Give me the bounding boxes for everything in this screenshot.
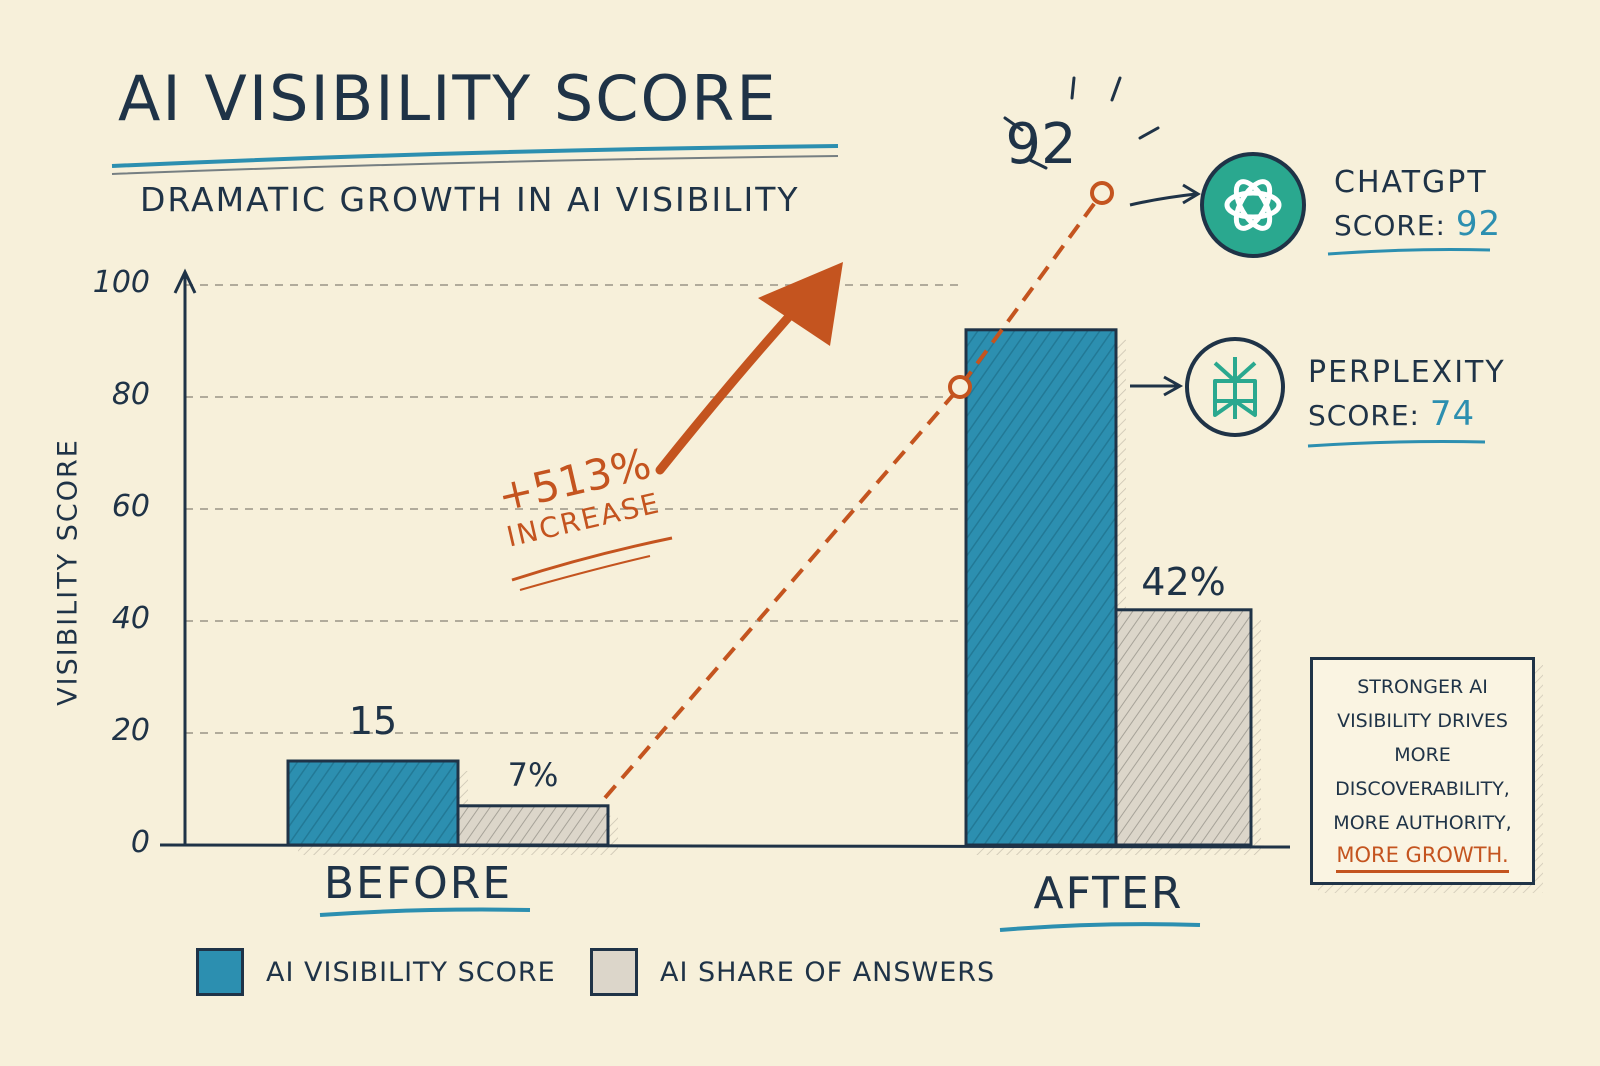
legend-item-share: AI Share of Answers bbox=[590, 942, 995, 1002]
y-tick-label: 60 bbox=[111, 489, 150, 524]
bars bbox=[286, 328, 1253, 847]
y-axis-arrow-icon bbox=[173, 268, 197, 294]
title-underline-2 bbox=[111, 155, 839, 175]
legend-label-visibility: AI Visibility Score bbox=[266, 956, 556, 988]
y-tick-label: 80 bbox=[111, 377, 150, 412]
legend-swatch-gray bbox=[590, 948, 638, 996]
increase-underline bbox=[511, 536, 673, 582]
note-line-3: more discoverability, bbox=[1335, 743, 1510, 800]
category-label: After bbox=[1033, 868, 1184, 919]
bar-ai-visibility-score-after bbox=[964, 328, 1118, 847]
y-axis-label: Visibility Score bbox=[52, 438, 84, 706]
after-underline bbox=[999, 922, 1201, 932]
data-label: 15 bbox=[348, 699, 398, 743]
note-line-2: visibility drives bbox=[1337, 709, 1508, 732]
data-label: 7% bbox=[507, 755, 559, 794]
perplexity-icon bbox=[1185, 337, 1285, 437]
perplexity-block: Perplexity Score: 74 bbox=[1308, 355, 1506, 434]
trend-line bbox=[603, 181, 1114, 800]
before-underline bbox=[319, 907, 531, 917]
chatgpt-block: ChatGPT Score: 92 bbox=[1334, 165, 1501, 244]
perplexity-name: Perplexity bbox=[1308, 355, 1506, 390]
bar-ai-share-of-answers-after bbox=[1114, 608, 1253, 847]
trend-point bbox=[1090, 181, 1114, 205]
trend-dashed-line bbox=[603, 191, 1104, 800]
perplexity-score: 74 bbox=[1429, 394, 1476, 434]
chart-title: AI Visibility Score bbox=[118, 62, 778, 135]
perplexity-score-label: Score: bbox=[1308, 399, 1420, 432]
legend-item-visibility: AI Visibility Score bbox=[196, 942, 556, 1002]
perplexity-glyph-icon bbox=[1213, 357, 1257, 419]
openai-icon bbox=[1200, 152, 1306, 258]
trend-point bbox=[948, 375, 972, 399]
chart-subtitle: Dramatic growth in AI visibility bbox=[140, 180, 800, 219]
chatgpt-score-label: Score: bbox=[1334, 209, 1446, 242]
note-line-1: Stronger AI bbox=[1357, 675, 1488, 698]
highlight-burst-icon bbox=[1003, 76, 1160, 170]
data-label: 42% bbox=[1141, 559, 1226, 604]
legend-swatch-teal bbox=[196, 948, 244, 996]
x-axis bbox=[159, 843, 1291, 849]
category-label: Before bbox=[323, 858, 513, 909]
connector-arrows bbox=[1129, 183, 1201, 397]
growth-arrowhead-icon bbox=[758, 262, 843, 346]
openai-knot-icon bbox=[1224, 179, 1282, 231]
note-line-4: more authority, bbox=[1333, 811, 1512, 834]
insight-note: Stronger AI visibility drives more disco… bbox=[1310, 657, 1535, 885]
bar-ai-visibility-score-before bbox=[286, 759, 460, 847]
y-tick-label: 100 bbox=[92, 265, 150, 300]
increase-underline-2 bbox=[519, 555, 651, 591]
chatgpt-underline bbox=[1327, 248, 1491, 256]
perplexity-underline bbox=[1307, 440, 1486, 448]
bar-ai-share-of-answers-before bbox=[456, 804, 610, 847]
legend-label-share: AI Share of Answers bbox=[660, 956, 996, 988]
chatgpt-name: ChatGPT bbox=[1334, 165, 1488, 200]
y-tick-label: 20 bbox=[111, 713, 150, 748]
note-accent: more growth. bbox=[1336, 840, 1509, 873]
y-tick-label: 0 bbox=[130, 825, 150, 860]
title-underline bbox=[111, 144, 839, 168]
y-tick-label: 40 bbox=[111, 601, 150, 636]
data-label: 92 bbox=[1005, 112, 1077, 177]
chatgpt-score: 92 bbox=[1455, 204, 1502, 244]
